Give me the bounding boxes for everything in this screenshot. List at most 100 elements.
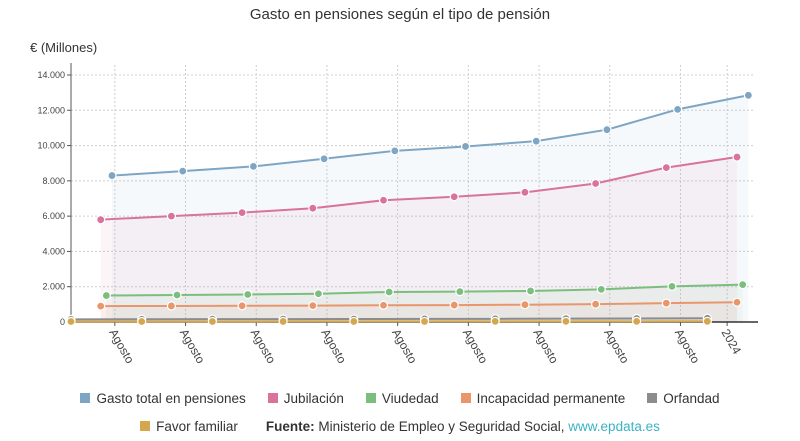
legend-row-2: Favor familiar Fuente: Ministerio de Emp… — [0, 416, 800, 436]
data-point — [520, 187, 530, 197]
source-link[interactable]: www.epdata.es — [568, 418, 660, 434]
data-point — [319, 154, 329, 164]
area-layer — [71, 95, 749, 323]
data-point — [531, 136, 541, 146]
x-tick-label: Agosto — [248, 327, 279, 367]
y-tick-label: 12.000 — [37, 105, 65, 115]
y-tick-label: 6.000 — [42, 211, 65, 221]
y-tick-label: 4.000 — [42, 246, 65, 256]
data-point — [207, 316, 218, 327]
data-point — [243, 289, 253, 300]
data-point — [237, 208, 247, 218]
series-line — [70, 317, 708, 321]
legend-label: Jubilación — [283, 390, 344, 406]
x-tick-label: Agosto — [318, 327, 349, 367]
legend-swatch — [140, 421, 151, 431]
data-point — [419, 316, 430, 327]
legend-row-1: Gasto total en pensiones Jubilación Viud… — [0, 388, 800, 408]
source-text: Ministerio de Empleo y Seguridad Social, — [318, 418, 565, 434]
y-axis-unit-label: € (Millones) — [30, 40, 98, 55]
data-point — [101, 290, 111, 301]
data-point — [96, 215, 106, 225]
x-tick-label: Agosto — [672, 327, 703, 367]
legend-swatch — [365, 393, 376, 403]
legend-label: Favor familiar — [156, 418, 238, 434]
legend-item-jubilacion[interactable]: Jubilación — [267, 390, 344, 406]
x-tick-label: Agosto — [389, 327, 420, 367]
data-point — [673, 104, 683, 115]
series-line — [106, 283, 743, 297]
data-point — [308, 203, 318, 213]
data-point — [237, 301, 247, 311]
data-point — [66, 316, 76, 327]
data-point — [667, 281, 677, 291]
data-point — [602, 125, 612, 135]
data-point — [137, 316, 147, 327]
y-tick-label: 14.000 — [37, 70, 65, 80]
data-point — [591, 299, 601, 309]
source-label: Fuente: — [265, 418, 315, 434]
data-point — [449, 300, 459, 310]
data-point — [460, 141, 471, 152]
y-tick-label: 8.000 — [42, 176, 65, 186]
data-point — [732, 297, 742, 307]
legend-label: Viudedad — [381, 390, 439, 406]
legend-item-gasto-total[interactable]: Gasto total en pensiones — [80, 391, 246, 406]
legend-swatch — [647, 393, 658, 403]
data-point — [107, 170, 117, 181]
data-point — [378, 195, 389, 205]
x-tick-label: Agosto — [106, 327, 137, 367]
series-area — [106, 284, 743, 322]
legend-item-orfandad[interactable]: Orfandad — [647, 390, 720, 406]
legend-label: Incapacidad permanente — [476, 390, 626, 406]
data-point — [378, 300, 389, 310]
data-point — [661, 163, 671, 173]
x-tick-label: Agosto — [460, 327, 491, 367]
data-point — [248, 161, 259, 171]
x-tick-label: Agosto — [177, 327, 208, 367]
data-point — [166, 211, 176, 221]
legend-label: Orfandad — [663, 390, 720, 406]
data-point — [738, 279, 748, 290]
data-point — [596, 284, 606, 294]
data-point — [561, 316, 571, 326]
legend: Gasto total en pensiones Jubilación Viud… — [0, 388, 800, 436]
data-point — [349, 316, 359, 327]
data-point — [591, 178, 601, 189]
y-tick-label: 10.000 — [37, 141, 65, 151]
data-point — [490, 316, 500, 327]
legend-item-viudedad[interactable]: Viudedad — [365, 390, 439, 406]
series-line — [100, 301, 738, 308]
data-point — [172, 290, 182, 300]
data-point — [96, 301, 106, 311]
source-note: Fuente: Ministerio de Empleo y Seguridad… — [266, 419, 660, 434]
data-point — [449, 192, 459, 202]
data-point — [384, 287, 394, 297]
data-point — [732, 152, 742, 162]
x-tick-label: Agosto — [601, 327, 632, 367]
legend-item-favor-familiar[interactable]: Favor familiar — [140, 419, 238, 434]
data-point — [455, 287, 465, 297]
data-point — [702, 316, 712, 326]
series-area — [100, 157, 738, 322]
series-line — [111, 94, 749, 177]
legend-swatch — [80, 393, 91, 403]
data-point — [390, 146, 400, 156]
data-point — [661, 298, 671, 308]
y-tick-label: 0 — [60, 317, 65, 327]
legend-item-incapacidad[interactable]: Incapacidad permanente — [460, 390, 626, 406]
series-area — [100, 302, 738, 322]
x-tick-label: Agosto — [530, 327, 561, 367]
legend-swatch — [460, 393, 471, 403]
chart-title: Gasto en pensiones según el tipo de pens… — [249, 6, 551, 23]
data-point — [743, 90, 753, 100]
data-point — [278, 316, 288, 327]
line-chart: 0 2.000 4.000 6.000 8.000 10.000 12.000 14.000 A… — [37, 63, 758, 367]
data-point — [308, 300, 318, 311]
series-points — [66, 90, 753, 327]
x-tick-label: 2024 — [719, 327, 745, 357]
y-tick-label: 2.000 — [42, 282, 65, 292]
series-lines — [70, 94, 749, 323]
data-point — [313, 289, 324, 299]
data-point — [632, 316, 642, 326]
